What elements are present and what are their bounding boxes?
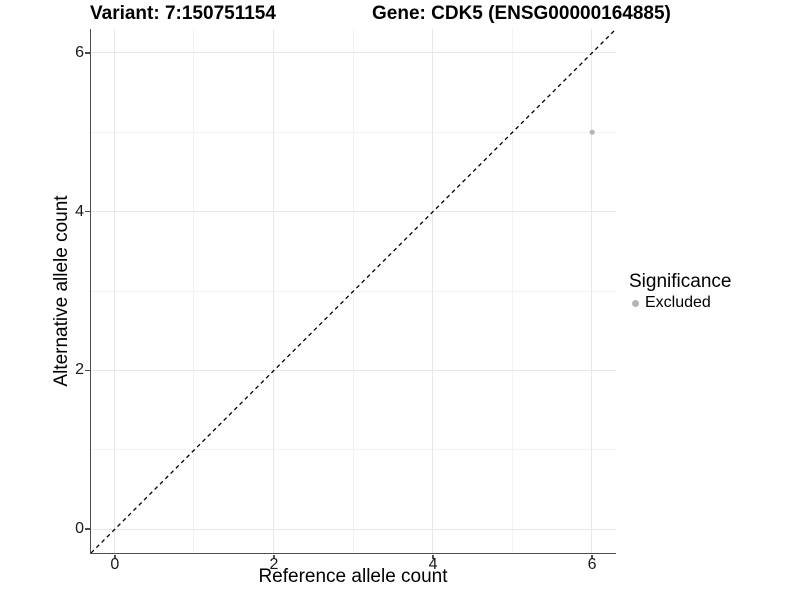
x-tick-label: 0 xyxy=(110,556,120,573)
gridline-major-x xyxy=(591,29,593,553)
y-tick-label: 2 xyxy=(75,361,84,379)
legend-key-dot-icon xyxy=(632,299,639,307)
plot-title-gene: Gene: CDK5 (ENSG00000164885) xyxy=(372,3,671,24)
legend: Significance Excluded xyxy=(629,271,731,312)
x-axis-tick xyxy=(432,554,434,559)
y-axis-tick xyxy=(85,52,90,54)
x-tick-label: 2 xyxy=(269,556,279,573)
gridline-minor-y xyxy=(90,449,616,451)
y-tick-label: 6 xyxy=(75,43,84,61)
y-tick-label: 0 xyxy=(75,520,84,538)
legend-title: Significance xyxy=(629,271,732,292)
data-point xyxy=(589,129,595,135)
identity-dashed-line xyxy=(90,29,616,553)
gridline-major-y xyxy=(90,211,616,213)
legend-item-label: Excluded xyxy=(645,294,711,311)
y-axis-title: Alternative allele count xyxy=(51,195,72,387)
y-axis-tick xyxy=(85,528,90,530)
legend-item-excluded: Excluded xyxy=(629,294,731,312)
y-axis-tick xyxy=(85,369,90,372)
x-axis-tick xyxy=(273,554,275,559)
x-axis-tick xyxy=(114,554,116,559)
y-tick-label: 4 xyxy=(75,202,84,220)
plot-title-variant: Variant: 7:150751154 xyxy=(90,3,276,24)
gridline-major-y xyxy=(90,52,616,54)
x-axis-title: Reference allele count xyxy=(258,566,448,587)
plot-panel xyxy=(89,29,616,554)
gridline-major-y xyxy=(90,369,616,371)
plot-canvas xyxy=(90,29,616,553)
gridline-major-x xyxy=(272,29,274,553)
gridline-major-y xyxy=(90,528,616,530)
x-tick-label: 4 xyxy=(428,556,438,573)
gridline-major-x xyxy=(113,29,115,553)
y-axis-tick xyxy=(85,210,90,213)
x-axis-tick xyxy=(591,554,593,559)
gridline-minor-y xyxy=(90,131,616,133)
gridline-major-x xyxy=(432,29,434,553)
x-tick-label: 6 xyxy=(587,556,597,573)
